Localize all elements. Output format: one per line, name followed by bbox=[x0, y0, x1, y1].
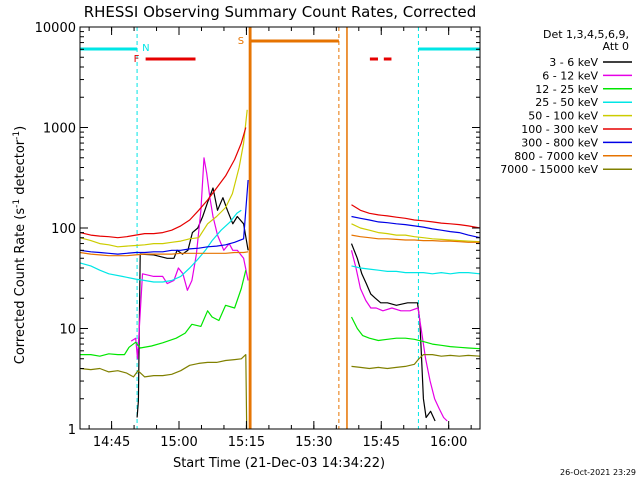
series-line-100-300-kev bbox=[351, 204, 481, 229]
series-line-800-7000-kev bbox=[79, 251, 249, 257]
y-axis-label-sup: -1 bbox=[12, 199, 22, 208]
flare-flag-label: F bbox=[134, 54, 140, 65]
x-tick-label: 15:45 bbox=[363, 435, 400, 450]
x-tick-label: 16:00 bbox=[430, 435, 467, 450]
series-line-7000-15000-kev bbox=[79, 354, 248, 430]
legend-entry-label: 50 - 100 keV bbox=[528, 110, 598, 123]
y-tick-label: 1 bbox=[68, 423, 76, 438]
chart-title: RHESSI Observing Summary Count Rates, Co… bbox=[84, 3, 477, 21]
legend-entry-label: 7000 - 15000 keV bbox=[500, 163, 598, 176]
legend-entry-label: 100 - 300 keV bbox=[521, 123, 598, 136]
x-axis-label: Start Time (21-Dec-03 14:34:22) bbox=[173, 456, 385, 471]
series-line-25-50-kev bbox=[351, 265, 481, 275]
legend-header-detectors: Det 1,3,4,5,6,9, bbox=[543, 28, 629, 41]
x-tick-label: 15:30 bbox=[295, 435, 332, 450]
x-tick-label: 15:15 bbox=[228, 435, 265, 450]
y-tick-label: 10 bbox=[59, 323, 76, 338]
series-line-6-12-kev bbox=[350, 250, 448, 422]
y-tick-label: 1000 bbox=[43, 122, 76, 137]
y-axis-label-sup2: -1 bbox=[12, 131, 22, 140]
series-line-7000-15000-kev bbox=[351, 354, 481, 370]
legend-entry-label: 800 - 7000 keV bbox=[514, 150, 598, 163]
legend-entry-label: 6 - 12 keV bbox=[542, 69, 598, 82]
series-line-50-100-kev bbox=[351, 223, 481, 243]
x-tick-label: 15:00 bbox=[160, 435, 197, 450]
x-tick-label: 14:45 bbox=[93, 435, 130, 450]
legend-entry-label: 3 - 6 keV bbox=[549, 56, 598, 69]
legend-entry-label: 12 - 25 keV bbox=[535, 83, 598, 96]
night-flag-label: N bbox=[142, 43, 149, 54]
series-line-800-7000-kev bbox=[351, 234, 480, 243]
series-line-50-100-kev bbox=[79, 109, 248, 248]
legend-header-attenuator: Att 0 bbox=[603, 40, 629, 53]
y-axis-label-end: ) bbox=[13, 126, 28, 131]
y-axis-label-main: Corrected Count Rate (s bbox=[13, 208, 28, 365]
legend-entry-label: 25 - 50 keV bbox=[535, 96, 598, 109]
series-line-300-800-kev bbox=[351, 215, 481, 239]
legend-entry-label: 300 - 800 keV bbox=[521, 136, 598, 149]
y-tick-label: 10000 bbox=[35, 21, 76, 36]
series-line-3-6-kev bbox=[136, 187, 249, 418]
series-line-25-50-kev bbox=[79, 209, 242, 283]
y-tick-label: 100 bbox=[51, 222, 76, 237]
footer-timestamp: 26-Oct-2021 23:29 bbox=[560, 468, 636, 477]
series-line-3-6-kev bbox=[350, 243, 436, 422]
series-line-300-800-kev bbox=[79, 179, 249, 255]
series-line-12-25-kev bbox=[350, 316, 481, 350]
series-line-100-300-kev bbox=[79, 127, 247, 239]
y-axis-label-mid: detector bbox=[13, 139, 28, 199]
series-line-12-25-kev bbox=[80, 270, 247, 357]
y-axis-label: Corrected Count Rate (s-1 detector-1) bbox=[12, 126, 28, 364]
saa-flag-label: S bbox=[238, 36, 244, 47]
